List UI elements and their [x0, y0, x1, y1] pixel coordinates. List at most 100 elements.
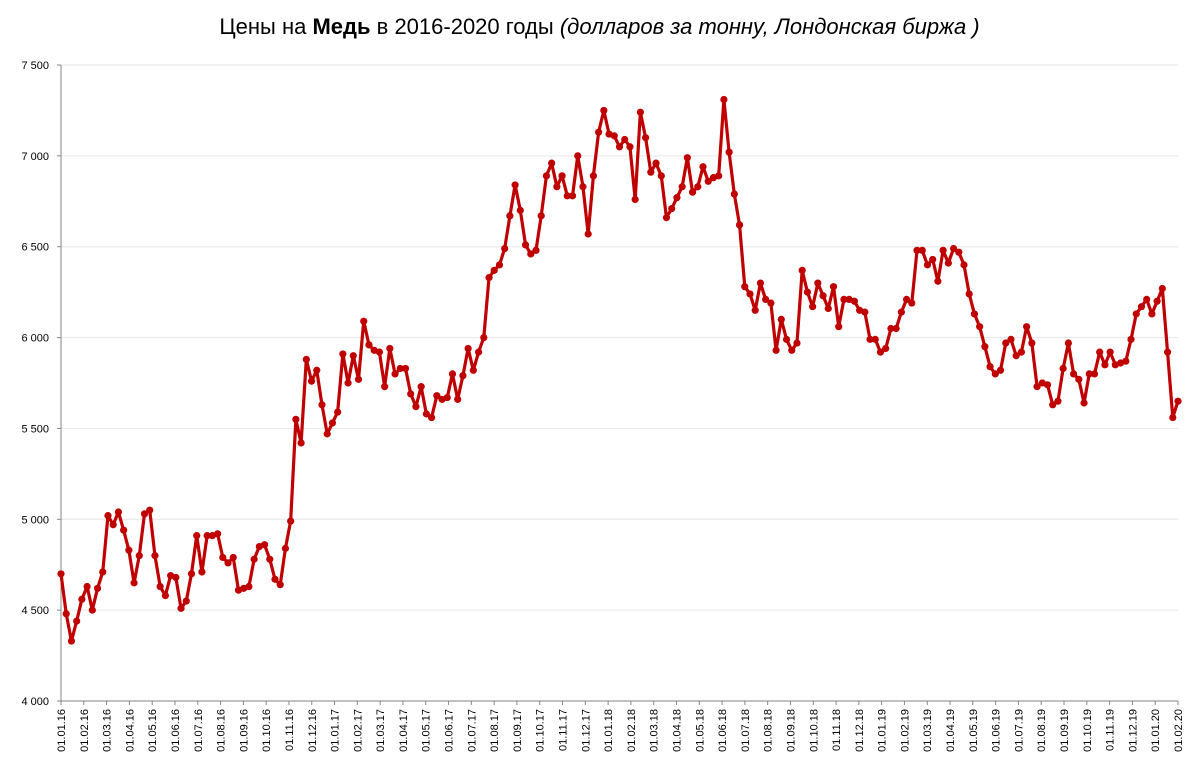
x-tick-label: 01.02.20: [1173, 709, 1185, 752]
data-point: [1059, 364, 1067, 373]
x-tick-label: 01.06.16: [170, 709, 182, 752]
x-tick-label: 01.03.16: [102, 709, 114, 752]
data-point: [829, 283, 838, 291]
data-point: [532, 246, 540, 254]
x-tick-label: 01.08.18: [763, 709, 775, 752]
data-point: [631, 195, 639, 204]
data-point: [1122, 357, 1130, 365]
x-tick-label: 01.09.17: [512, 709, 524, 752]
data-point: [161, 592, 169, 600]
data-point: [678, 183, 686, 191]
data-point: [850, 297, 858, 305]
data-point: [62, 610, 70, 618]
data-point: [104, 512, 112, 520]
data-point: [459, 372, 467, 380]
data-point: [840, 295, 848, 304]
data-point: [1023, 323, 1031, 331]
data-point: [626, 143, 634, 151]
data-point: [1090, 370, 1099, 378]
data-point: [1002, 339, 1010, 347]
data-point: [130, 579, 138, 587]
data-point: [99, 568, 107, 576]
data-point: [647, 168, 655, 176]
data-point: [694, 183, 702, 191]
data-point: [323, 430, 331, 438]
y-tick-label: 4 000: [21, 696, 49, 708]
x-tick-label: 01.04.17: [398, 709, 410, 752]
x-tick-label: 01.10.18: [808, 709, 820, 752]
data-point: [542, 172, 551, 180]
data-point: [688, 188, 697, 196]
x-tick-label: 01.07.16: [193, 709, 205, 752]
data-point: [375, 348, 383, 356]
data-point: [349, 352, 357, 360]
x-tick-label: 01.06.19: [991, 709, 1003, 752]
data-point: [1148, 310, 1156, 318]
data-point: [344, 379, 352, 387]
x-tick-label: 01.12.16: [307, 709, 319, 752]
data-point: [229, 553, 237, 562]
data-point: [125, 546, 133, 554]
data-point: [454, 395, 462, 403]
data-point: [991, 370, 999, 378]
data-point: [793, 339, 801, 347]
data-point: [772, 346, 780, 354]
data-point: [615, 143, 624, 151]
data-point: [1174, 397, 1182, 405]
data-point: [553, 183, 561, 191]
data-point: [93, 584, 102, 592]
data-point: [297, 439, 305, 447]
data-point: [1158, 284, 1166, 293]
data-point: [506, 212, 514, 220]
data-point: [187, 570, 196, 578]
x-tick-label: 01.12.18: [854, 709, 866, 752]
data-point: [1143, 295, 1151, 304]
data-point: [814, 279, 822, 287]
data-point: [422, 410, 430, 418]
data-point: [1101, 361, 1109, 369]
x-tick-label: 01.12.19: [1127, 709, 1139, 752]
data-point: [156, 582, 164, 591]
x-tick-label: 01.02.18: [626, 709, 638, 752]
title-prefix: Цены на: [219, 14, 313, 39]
data-point: [302, 355, 310, 363]
x-tick-label: 01.04.19: [945, 709, 957, 752]
data-point: [266, 555, 274, 563]
x-tick-label: 01.07.18: [740, 709, 752, 752]
data-point: [673, 194, 681, 202]
data-point: [193, 532, 201, 540]
data-point: [866, 335, 874, 343]
data-point: [1007, 335, 1015, 343]
data-point: [135, 552, 143, 560]
data-point: [281, 544, 290, 552]
data-point: [960, 261, 968, 269]
data-point: [1106, 348, 1114, 356]
x-tick-label: 01.05.18: [694, 709, 706, 752]
data-point: [725, 148, 733, 156]
axes: [57, 64, 1179, 705]
x-tick-label: 01.04.16: [124, 709, 136, 752]
chart-title: Цены на Медь в 2016-2020 годы (долларов …: [0, 14, 1199, 40]
data-point: [1153, 297, 1161, 305]
data-point: [1127, 335, 1135, 343]
title-middle: в 2016-2020 годы: [370, 14, 560, 39]
data-point: [662, 214, 671, 222]
data-point: [1085, 370, 1093, 378]
data-point: [339, 350, 347, 358]
x-tick-label: 01.02.17: [352, 709, 364, 752]
data-point: [683, 154, 691, 162]
x-tick-label: 01.09.16: [238, 709, 250, 752]
data-point: [621, 135, 629, 144]
data-point: [699, 163, 707, 171]
x-tick-label: 01.11.19: [1105, 709, 1117, 751]
data-point: [584, 230, 592, 238]
data-point: [970, 310, 979, 318]
x-tick-label: 01.10.19: [1082, 709, 1094, 752]
series: [57, 95, 1182, 645]
data-point: [929, 255, 937, 264]
data-point: [271, 575, 279, 583]
x-tick-label: 01.12.17: [580, 709, 592, 752]
x-tick-label: 01.03.17: [375, 709, 387, 752]
y-tick-label: 6 000: [21, 333, 49, 345]
x-tick-label: 01.11.16: [284, 709, 296, 751]
